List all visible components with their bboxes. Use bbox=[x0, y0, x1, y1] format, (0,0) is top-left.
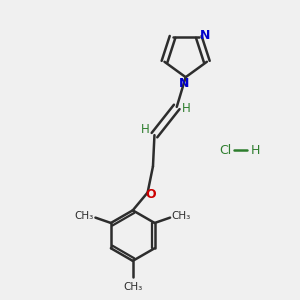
Text: H: H bbox=[141, 123, 150, 136]
Text: CH₃: CH₃ bbox=[172, 211, 191, 221]
Text: O: O bbox=[145, 188, 156, 201]
Text: Cl: Cl bbox=[220, 143, 232, 157]
Text: CH₃: CH₃ bbox=[123, 282, 142, 292]
Text: H: H bbox=[251, 143, 260, 157]
Text: N: N bbox=[200, 29, 210, 42]
Text: N: N bbox=[179, 77, 189, 90]
Text: H: H bbox=[182, 102, 190, 115]
Text: CH₃: CH₃ bbox=[75, 211, 94, 221]
